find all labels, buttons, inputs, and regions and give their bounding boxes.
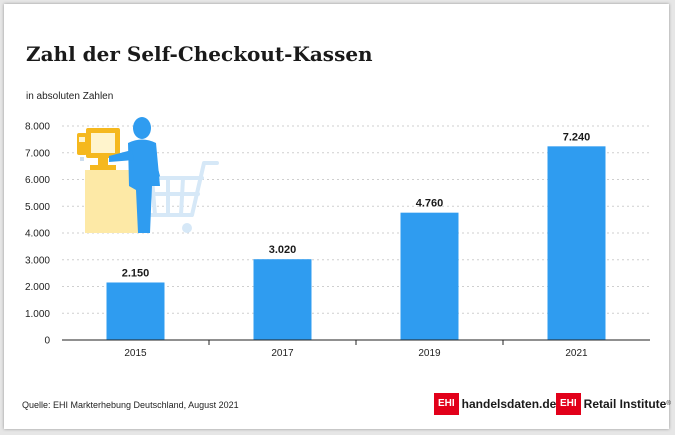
retail-institute-logo-text: Retail Institute xyxy=(583,397,667,411)
chart-title: Zahl der Self-Checkout-Kassen xyxy=(26,42,373,66)
y-tick-label: 2.000 xyxy=(25,282,50,293)
retail-institute-logo: EHI Retail Institute ® xyxy=(556,393,671,415)
y-tick-label: 6.000 xyxy=(25,175,50,186)
card-terminal-icon xyxy=(77,133,87,155)
x-tick-label: 2019 xyxy=(418,348,441,359)
bar xyxy=(253,259,312,340)
bar-value-label: 2.150 xyxy=(122,267,150,279)
source-note: Quelle: EHI Markterhebung Deutschland, A… xyxy=(22,400,239,410)
chart-subtitle: in absoluten Zahlen xyxy=(26,91,114,102)
checkout-screen-display xyxy=(91,133,115,153)
self-checkout-illustration xyxy=(77,117,219,233)
x-tick-label: 2017 xyxy=(271,348,294,359)
cart-wheel-icon xyxy=(182,223,192,233)
x-tick-label: 2015 xyxy=(124,348,147,359)
y-tick-label: 3.000 xyxy=(25,255,50,266)
y-tick-label: 4.000 xyxy=(25,229,50,240)
x-tick-label: 2021 xyxy=(565,348,588,359)
retail-institute-logo-box: EHI xyxy=(556,393,581,415)
bar-value-label: 3.020 xyxy=(269,244,297,256)
person-icon xyxy=(109,117,160,233)
bar-value-label: 4.760 xyxy=(416,198,444,210)
bar xyxy=(547,146,606,340)
handelsdaten-logo-text: handelsdaten.de xyxy=(461,397,557,411)
handelsdaten-logo-box: EHI xyxy=(434,393,459,415)
screen-base xyxy=(90,165,116,170)
y-tick-label: 1.000 xyxy=(25,309,50,320)
screen-stand xyxy=(98,158,108,165)
bar xyxy=(400,212,459,340)
y-tick-label: 5.000 xyxy=(25,202,50,213)
receipt-icon xyxy=(80,157,84,161)
y-tick-label: 0 xyxy=(44,336,50,347)
card-terminal-display xyxy=(79,137,85,142)
bar xyxy=(106,282,165,340)
handelsdaten-logo: EHI handelsdaten.de xyxy=(434,393,556,415)
y-tick-label: 7.000 xyxy=(25,148,50,159)
y-tick-label: 8.000 xyxy=(25,122,50,133)
bar-value-label: 7.240 xyxy=(563,131,591,143)
registered-mark: ® xyxy=(666,401,671,407)
